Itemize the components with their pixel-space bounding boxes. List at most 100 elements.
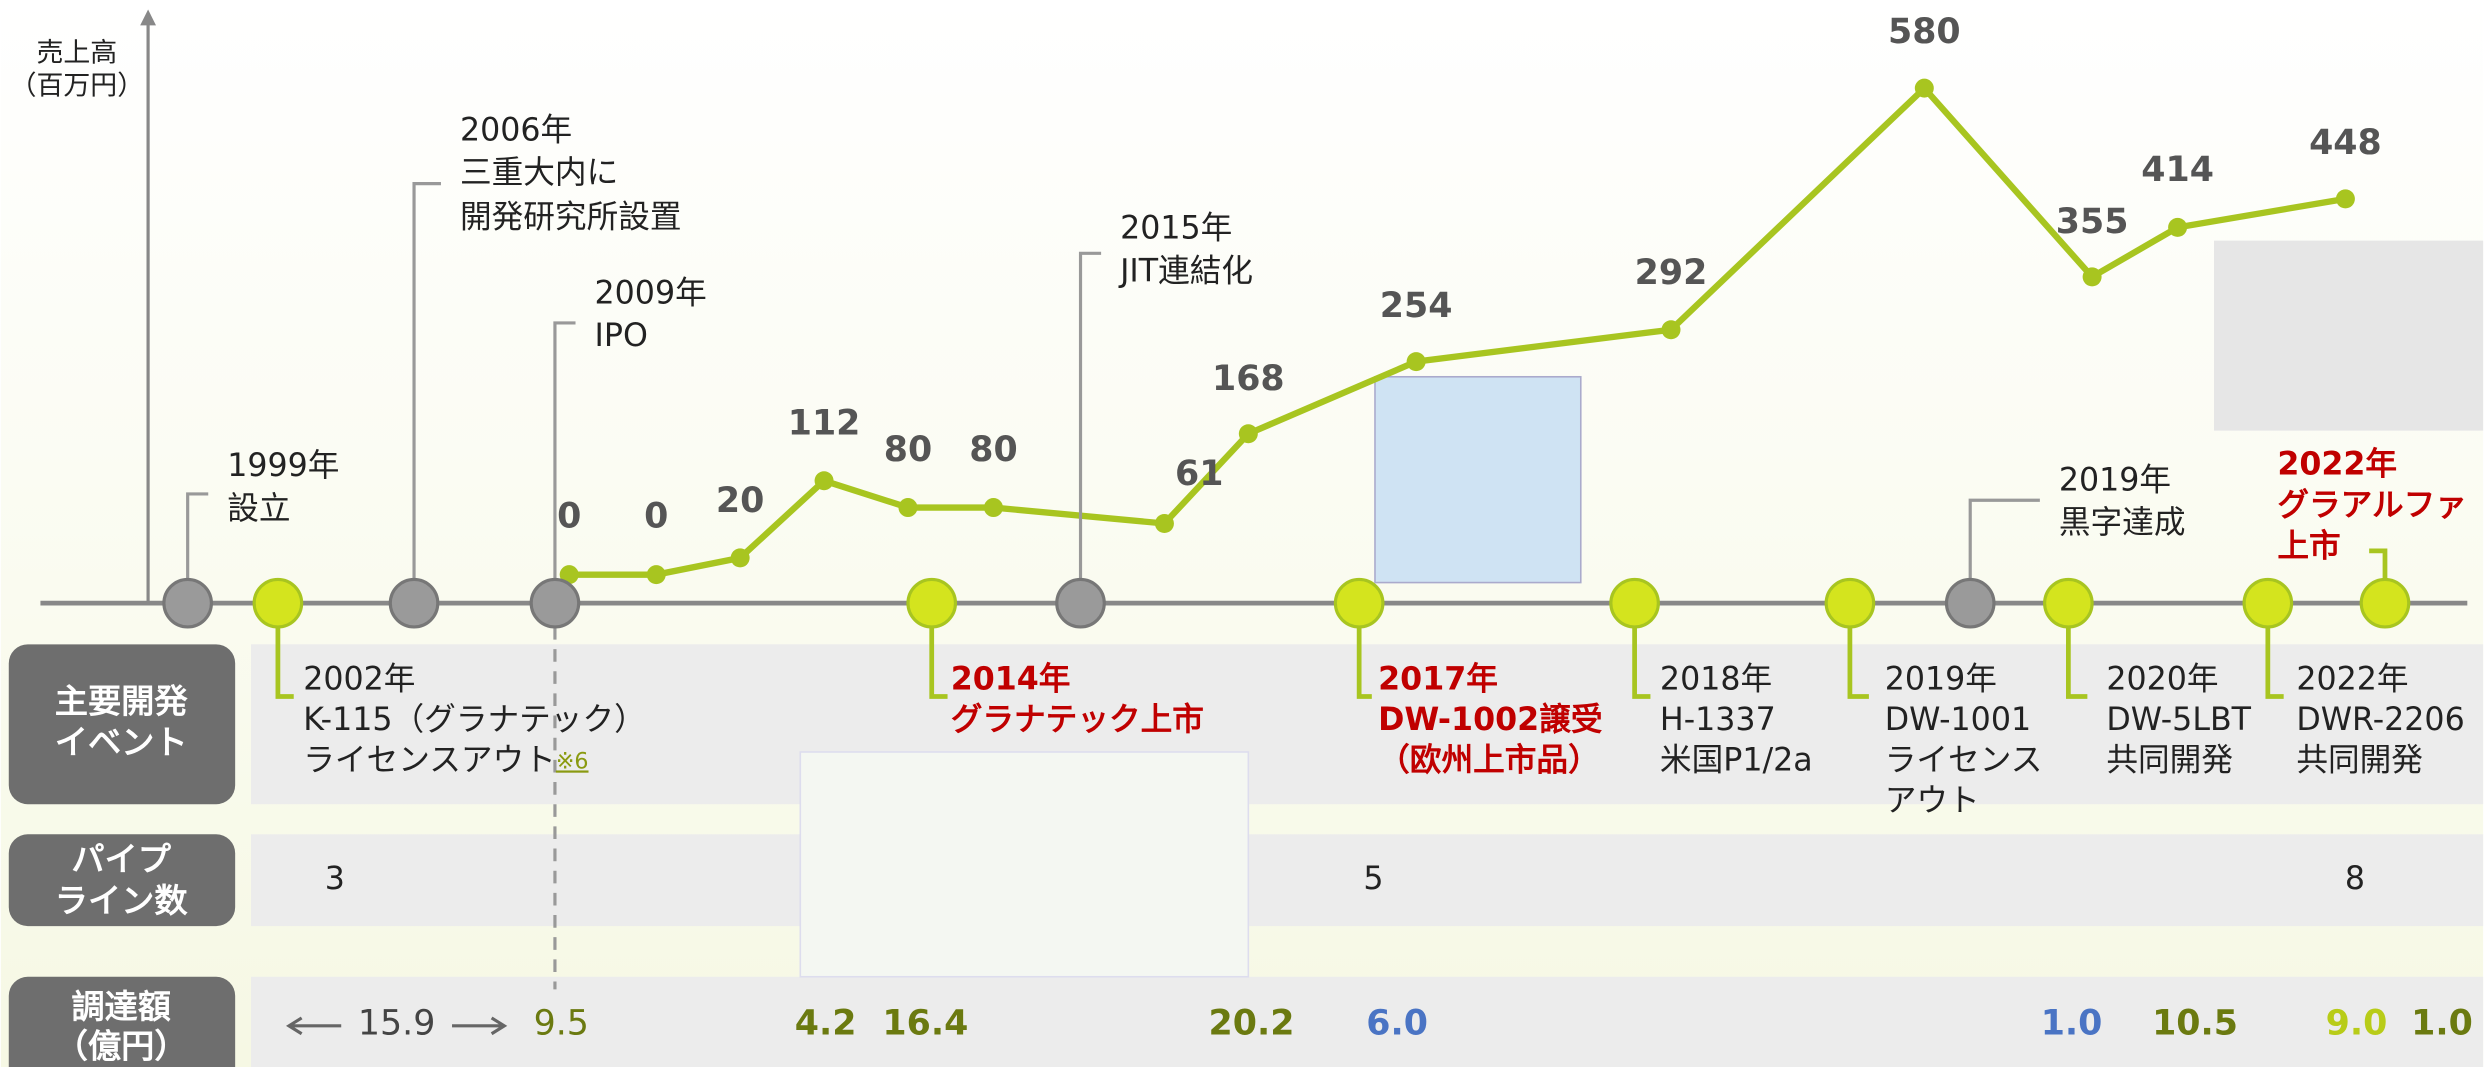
data-point (1154, 513, 1174, 533)
event-text: 共同開発 (2106, 742, 2233, 778)
event-text: H-1337 (1660, 702, 1776, 738)
row-band (250, 644, 2484, 805)
milestone-text: IPO (595, 318, 648, 354)
data-point (1661, 320, 1681, 340)
milestone-text: 黒字達成 (2059, 505, 2186, 541)
milestone-text: 三重大内に (460, 155, 618, 191)
event-text: DW-1002譲受 (1378, 701, 1603, 738)
event-text: DW-1001 (1885, 702, 2031, 738)
milestone-marker (388, 577, 440, 629)
value-label: 20 (716, 481, 764, 521)
funding-amount: 15.9 (358, 1003, 436, 1043)
row-label: 調達額 (71, 987, 171, 1026)
milestone-marker (1944, 577, 1996, 629)
event-text: 2022年 (2277, 446, 2397, 482)
event-text: 2002年 (303, 662, 415, 698)
event-text: グラナテック上市 (951, 701, 1204, 738)
row-label-box (8, 834, 236, 927)
value-label: 168 (1212, 359, 1285, 399)
event-text: 2018年 (1660, 662, 1772, 698)
event-text: 2020年 (2106, 662, 2218, 698)
connector (1078, 251, 1102, 580)
funding-amount: 1.0 (2411, 1003, 2473, 1043)
funding-amount: 4.2 (795, 1003, 857, 1043)
data-point (730, 548, 750, 568)
event-text: 2017年 (1378, 662, 1498, 698)
event-text: 米国P1/2a (1660, 742, 1813, 778)
value-label: 0 (644, 497, 668, 537)
event-text: K-115（グラナテック） (303, 702, 646, 738)
value-label: 580 (1888, 12, 1961, 52)
pipeline-count: 5 (1363, 861, 1383, 897)
event-marker (2043, 577, 2094, 629)
pipeline-count: 3 (325, 861, 345, 897)
connector (1968, 498, 2040, 580)
data-point (2082, 267, 2102, 287)
connector (2369, 548, 2388, 580)
connector (1632, 626, 1651, 699)
value-label: 414 (2141, 150, 2214, 190)
event-text: （欧州上市品） (1378, 741, 1600, 778)
value-label: 112 (788, 403, 861, 443)
value-label: 80 (969, 430, 1017, 470)
connector (412, 182, 441, 580)
y-axis-label: 売上高 (36, 37, 117, 68)
event-text: 2014年 (951, 662, 1071, 698)
value-label: 254 (1380, 286, 1453, 326)
milestone-marker (529, 577, 581, 629)
event-text: DWR-2206 (2296, 702, 2464, 738)
arrow (285, 1016, 342, 1036)
event-marker (2359, 577, 2411, 629)
row-label: イベント (55, 723, 188, 762)
value-label: 61 (1175, 454, 1223, 494)
row-band (250, 976, 2484, 1067)
data-point (559, 565, 579, 585)
y-axis-arrow (140, 9, 157, 26)
milestone-marker (162, 577, 213, 629)
row-band (250, 834, 2484, 927)
data-point (2335, 189, 2355, 209)
event-marker (1333, 577, 1385, 629)
value-label: 292 (1635, 253, 1708, 293)
connector (2265, 626, 2284, 699)
milestone-text: 2009年 (595, 275, 707, 311)
value-label: 355 (2056, 202, 2129, 242)
milestone-text: 設立 (227, 491, 290, 527)
connector (1356, 626, 1372, 699)
funding-amount: 10.5 (2152, 1003, 2238, 1043)
event-text: ライセンスアウト※6 (303, 742, 588, 778)
event-marker (906, 577, 958, 629)
data-point (1238, 424, 1258, 444)
row-label-box (8, 644, 236, 805)
event-marker (1824, 577, 1876, 629)
product-image (799, 751, 1250, 978)
event-text: アウト (1885, 783, 1980, 819)
connector (553, 321, 576, 580)
data-point (2168, 217, 2188, 237)
connector (275, 626, 294, 699)
data-point (983, 498, 1003, 518)
milestone-text: JIT連結化 (1118, 253, 1253, 289)
milestone-text: 2006年 (460, 112, 572, 148)
connector (2065, 626, 2088, 699)
funding-amount: 9.0 (2326, 1003, 2388, 1043)
data-point (646, 565, 666, 585)
data-point (814, 471, 834, 491)
funding-amount: 1.0 (2041, 1003, 2103, 1043)
event-marker (2242, 577, 2294, 629)
row-label: ライン数 (55, 881, 189, 920)
funding-amount: 9.5 (534, 1003, 589, 1043)
milestone-text: 開発研究所設置 (460, 199, 682, 235)
row-label: （億円） (55, 1027, 188, 1066)
pipeline-count: 8 (2345, 861, 2365, 897)
row-label: パイプ (71, 840, 171, 879)
data-point (898, 498, 918, 518)
funding-amount: 6.0 (1366, 1003, 1428, 1043)
milestone-text: 2015年 (1120, 211, 1232, 247)
event-text: 2019年 (1885, 662, 1997, 698)
milestone-text: 1999年 (227, 448, 339, 484)
row-label: 主要開発 (55, 681, 189, 720)
event-marker (252, 577, 304, 629)
product-image (1374, 375, 1582, 584)
value-label: 448 (2309, 123, 2382, 163)
